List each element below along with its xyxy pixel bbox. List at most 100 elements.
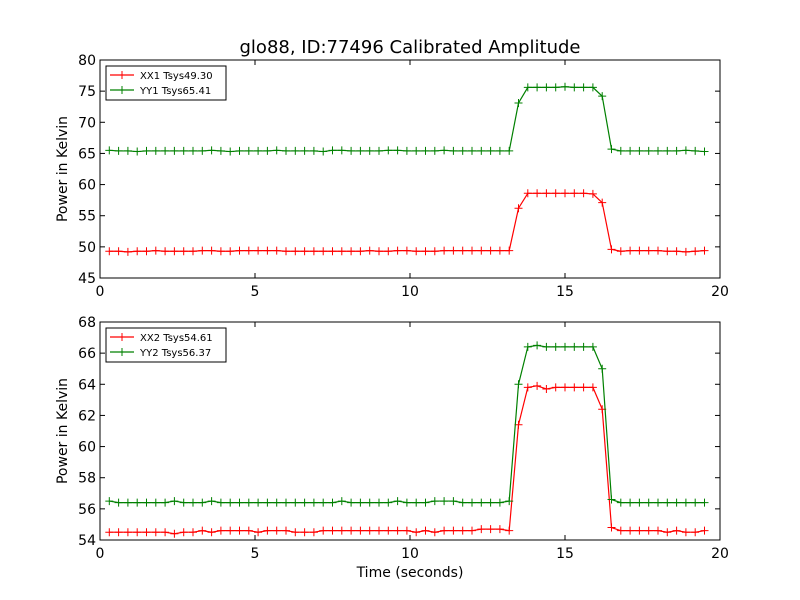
x-tick-label: 5 — [251, 284, 260, 300]
data-point — [514, 380, 523, 389]
data-point — [570, 83, 579, 92]
data-point — [672, 247, 681, 256]
data-point — [189, 498, 197, 507]
data-point — [542, 189, 551, 198]
data-point — [644, 146, 653, 155]
x-tick-label: 10 — [401, 284, 419, 300]
data-point — [151, 498, 160, 507]
data-point — [616, 498, 625, 507]
data-point — [365, 498, 374, 507]
data-point — [542, 83, 551, 92]
data-point — [365, 526, 374, 535]
data-point — [523, 189, 532, 198]
data-point — [402, 246, 411, 255]
data-point — [142, 498, 151, 507]
data-point — [207, 497, 216, 506]
data-point — [700, 498, 709, 507]
data-point — [561, 383, 569, 392]
data-point — [616, 526, 625, 535]
data-point — [654, 526, 662, 535]
data-point — [514, 204, 523, 213]
data-point — [114, 498, 123, 507]
data-point — [495, 246, 504, 255]
data-point — [309, 146, 318, 155]
data-point — [263, 146, 272, 155]
data-point — [635, 526, 644, 535]
data-point — [681, 247, 690, 256]
data-point — [598, 92, 607, 101]
data-point — [142, 528, 151, 537]
data-point — [282, 526, 290, 535]
data-point — [384, 247, 393, 256]
data-point — [477, 146, 486, 155]
data-point — [263, 246, 272, 255]
data-point — [626, 146, 635, 155]
data-point — [123, 247, 132, 256]
x-tick-label: 20 — [711, 546, 729, 562]
data-point — [486, 246, 495, 255]
data-point — [337, 146, 346, 155]
data-point — [458, 146, 467, 155]
data-point — [272, 146, 281, 155]
data-point — [430, 247, 439, 256]
data-point — [570, 342, 579, 351]
data-point — [588, 342, 597, 351]
data-point — [142, 247, 151, 256]
data-point — [542, 342, 551, 351]
bottom-plot-panel: 0 5 10 15 20 54 56 58 60 62 64 66 68 Power in Kelvin T… — [55, 315, 729, 581]
data-point — [533, 83, 542, 92]
x-tick-label: 0 — [96, 546, 105, 562]
data-point — [672, 146, 681, 155]
data-point — [319, 147, 328, 156]
y-tick-label: 60 — [78, 440, 96, 456]
data-point — [681, 528, 690, 537]
data-point — [114, 528, 123, 537]
data-point — [347, 498, 356, 507]
data-point — [300, 146, 309, 155]
data-point — [384, 146, 393, 155]
data-point — [282, 247, 290, 256]
data-point — [170, 247, 179, 256]
data-point — [254, 528, 263, 537]
data-point — [691, 247, 700, 256]
data-point — [375, 247, 383, 256]
data-point — [440, 246, 449, 255]
data-point — [449, 497, 458, 506]
data-point — [179, 498, 188, 507]
data-point — [226, 147, 235, 156]
data-point — [579, 189, 588, 198]
data-point — [272, 526, 281, 535]
data-point — [654, 498, 662, 507]
data-point — [663, 498, 672, 507]
data-point — [235, 498, 244, 507]
data-point — [151, 246, 160, 255]
data-point — [616, 146, 625, 155]
data-point — [189, 146, 197, 155]
data-point — [691, 498, 700, 507]
data-point — [244, 498, 253, 507]
data-point — [393, 526, 402, 535]
data-point — [430, 146, 439, 155]
data-point — [319, 526, 328, 535]
data-point — [570, 189, 579, 198]
data-point — [328, 526, 337, 535]
data-point — [105, 146, 114, 155]
legend-entry: YY1 Tsys65.41 — [110, 86, 211, 97]
data-point — [412, 247, 421, 256]
data-point — [226, 526, 235, 535]
legend-label: YY2 Tsys56.37 — [139, 348, 211, 359]
y-tick-label: 55 — [78, 209, 96, 225]
data-point — [505, 146, 514, 155]
data-point — [561, 82, 569, 91]
data-point — [254, 246, 263, 255]
data-point — [244, 526, 253, 535]
data-point — [337, 526, 346, 535]
data-point — [365, 246, 374, 255]
data-point — [375, 146, 383, 155]
data-point — [402, 526, 411, 535]
x-tick-label: 20 — [711, 284, 729, 300]
data-point — [412, 528, 421, 537]
data-point — [440, 526, 449, 535]
data-point — [644, 246, 653, 255]
data-point — [458, 526, 467, 535]
